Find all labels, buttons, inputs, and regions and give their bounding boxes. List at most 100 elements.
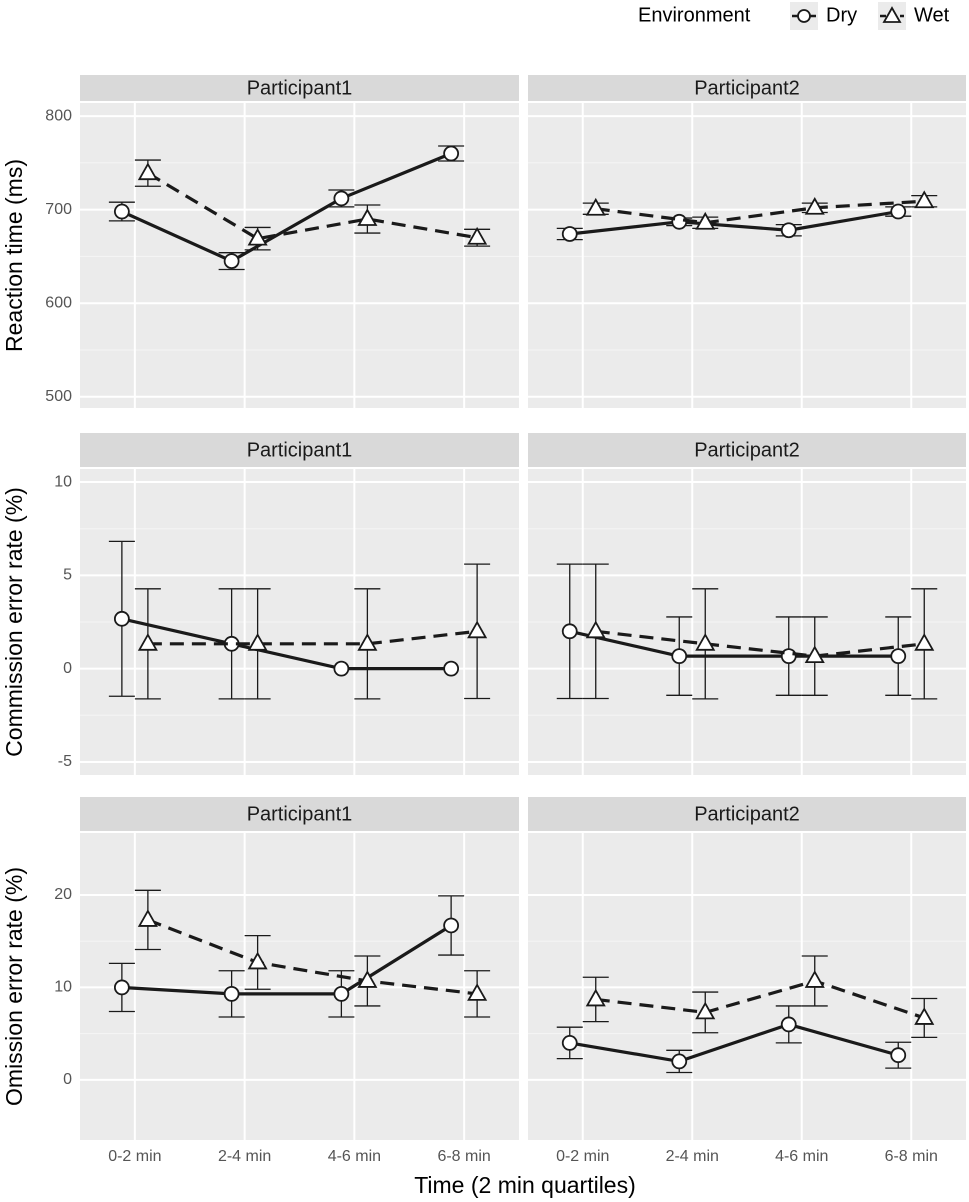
facet-title: Participant1	[247, 803, 353, 825]
series-line	[121, 152, 452, 263]
y-tick-label: 5	[63, 567, 72, 584]
data-point	[671, 213, 688, 230]
x-tick-label: 2-4 min	[666, 1148, 719, 1165]
facet-title: Participant1	[247, 77, 353, 99]
y-tick-label: 600	[45, 294, 72, 311]
data-point	[585, 988, 606, 1007]
y-tick-label: 10	[54, 473, 72, 490]
x-axis-label: Time (2 min quartiles)	[414, 1172, 636, 1198]
data-point	[113, 979, 130, 996]
series-line	[121, 617, 452, 671]
data-point	[695, 633, 716, 651]
y-axis-label: Commission error rate (%)	[1, 487, 27, 757]
data-point	[890, 1047, 907, 1064]
facet-title: Participant2	[694, 439, 800, 461]
series-line	[569, 629, 899, 658]
data-point	[561, 623, 578, 640]
data-point	[780, 648, 797, 665]
series-line	[147, 629, 478, 646]
data-point	[247, 227, 268, 246]
data-point	[804, 970, 825, 988]
data-point	[137, 162, 158, 181]
x-tick-label: 0-2 min	[556, 1148, 609, 1165]
y-tick-label: 0	[63, 660, 72, 677]
y-axis-label: Reaction time (ms)	[1, 159, 27, 352]
strip	[80, 433, 519, 467]
data-point	[467, 983, 488, 1001]
data-point	[247, 633, 268, 651]
data-point	[443, 917, 460, 934]
data-point	[467, 226, 488, 245]
data-point	[695, 1001, 716, 1020]
y-tick-label: 800	[45, 107, 72, 124]
data-point	[113, 610, 130, 627]
data-point	[333, 660, 350, 677]
series-line	[569, 1022, 899, 1064]
y-tick-label: 20	[54, 886, 72, 903]
y-tick-label: 0	[63, 1071, 72, 1088]
data-point	[137, 909, 158, 927]
data-point	[223, 985, 240, 1002]
data-point	[333, 190, 350, 207]
y-axis-label: Omission error rate (%)	[1, 867, 27, 1106]
data-point	[585, 620, 606, 639]
x-tick-label: 4-6 min	[328, 1148, 381, 1165]
y-tick-label: 500	[45, 388, 72, 405]
data-point	[443, 660, 460, 677]
data-point	[247, 951, 268, 970]
data-point	[467, 620, 488, 639]
data-point	[914, 190, 935, 209]
x-tick-label: 4-6 min	[775, 1148, 828, 1165]
data-point	[695, 211, 716, 230]
strip	[528, 75, 966, 101]
x-tick-label: 6-8 min	[885, 1148, 938, 1165]
data-point	[113, 203, 130, 220]
data-point	[914, 633, 935, 651]
data-point	[357, 970, 378, 988]
y-tick-label: -5	[58, 753, 72, 770]
y-tick-label: 700	[45, 201, 72, 218]
legend-label: Wet	[914, 4, 950, 26]
data-point	[561, 1035, 578, 1051]
x-tick-label: 0-2 min	[108, 1148, 161, 1165]
series-line	[595, 199, 925, 225]
legend-label: Dry	[826, 4, 857, 26]
strip	[80, 797, 519, 831]
data-point	[585, 197, 606, 216]
strip	[80, 75, 519, 101]
data-point	[780, 222, 797, 239]
data-point	[671, 648, 688, 665]
data-point	[804, 196, 825, 215]
data-point	[137, 633, 158, 651]
data-point	[780, 1016, 797, 1033]
series-line	[595, 979, 925, 1020]
facet-title: Participant2	[694, 77, 800, 99]
strip	[528, 433, 966, 467]
data-point	[443, 145, 460, 162]
x-tick-label: 2-4 min	[218, 1148, 271, 1165]
data-point	[914, 1007, 935, 1025]
series-line	[569, 209, 899, 236]
strip	[528, 797, 966, 831]
data-point	[357, 633, 378, 651]
y-tick-label: 10	[54, 979, 72, 996]
data-point	[671, 1053, 688, 1070]
legend-marker	[882, 6, 902, 23]
facet-title: Participant2	[694, 803, 800, 825]
facet-title: Participant1	[247, 439, 353, 461]
data-point	[223, 253, 240, 270]
series-line	[595, 629, 925, 658]
legend-title: Environment	[638, 4, 751, 26]
series-line	[147, 171, 478, 241]
data-point	[561, 226, 578, 242]
data-point	[804, 645, 825, 664]
data-point	[357, 208, 378, 226]
legend-marker	[797, 9, 811, 23]
data-point	[890, 203, 907, 220]
data-point	[890, 648, 907, 665]
data-point	[333, 985, 350, 1002]
panel	[528, 103, 966, 408]
series-line	[121, 924, 452, 996]
x-tick-label: 6-8 min	[437, 1148, 490, 1165]
